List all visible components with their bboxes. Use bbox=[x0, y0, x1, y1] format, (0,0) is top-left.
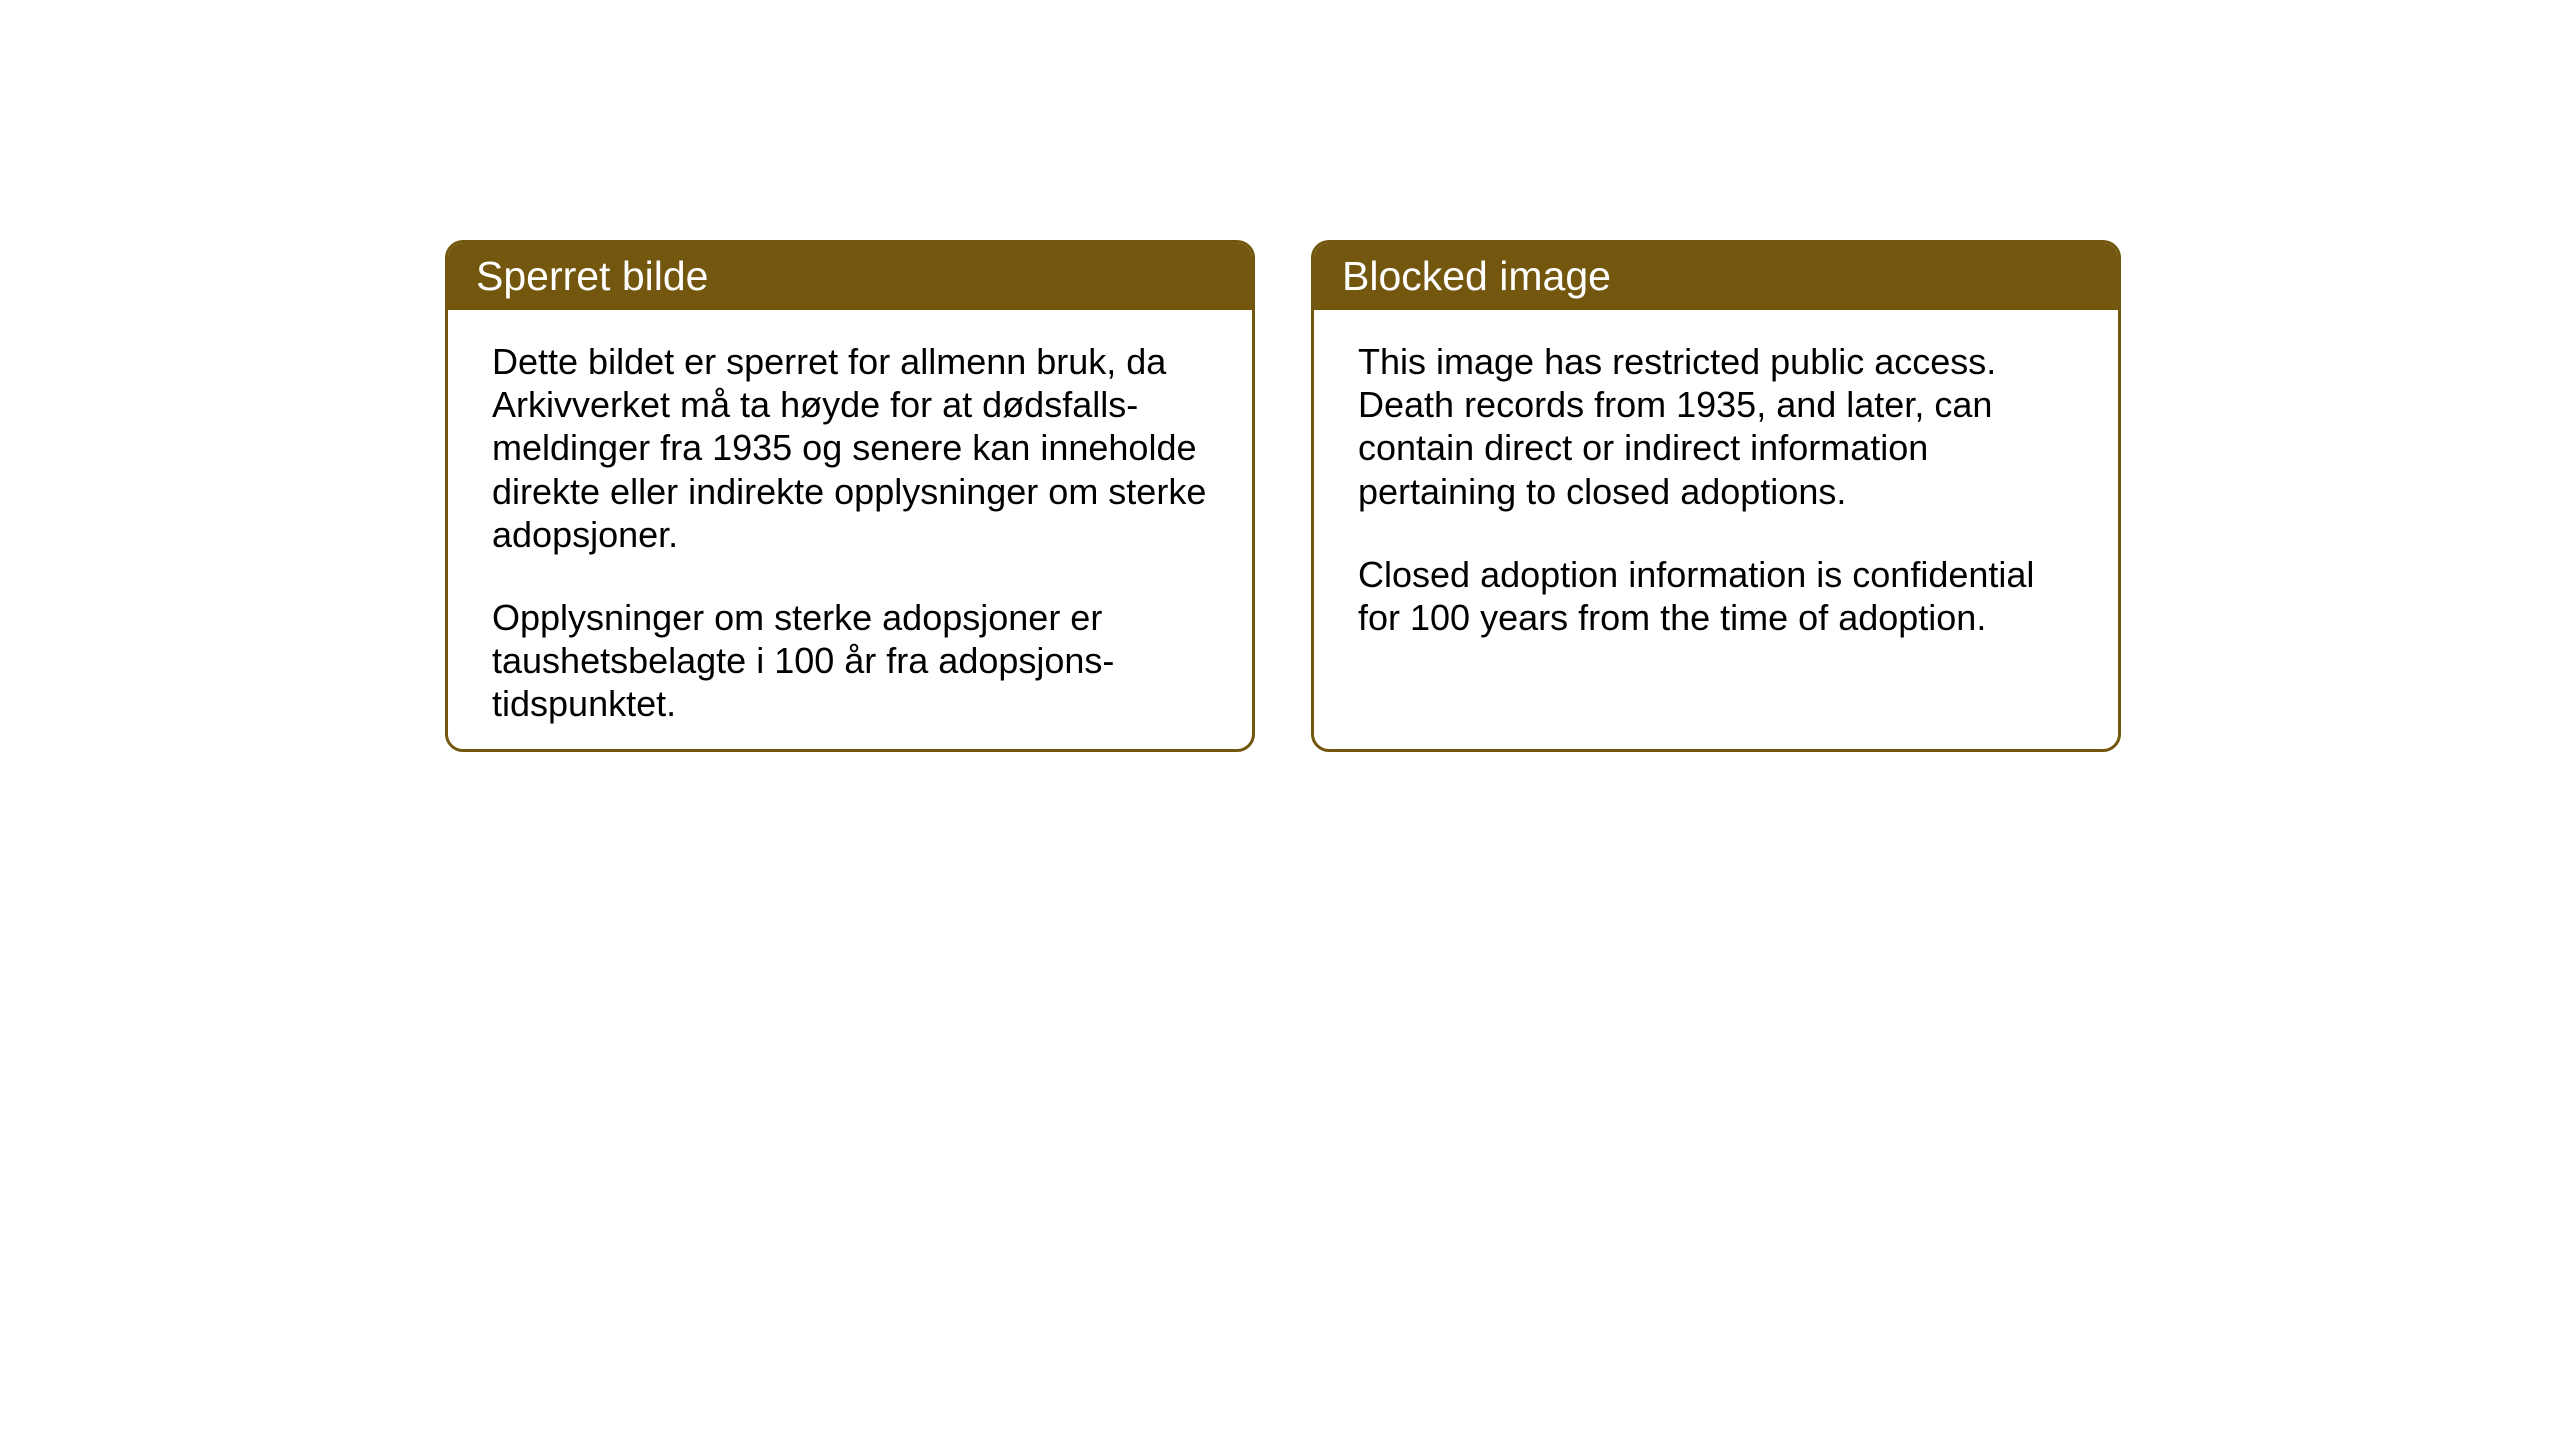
notice-paragraph1-english: This image has restricted public access.… bbox=[1358, 340, 2074, 513]
notice-header-norwegian: Sperret bilde bbox=[448, 243, 1252, 310]
notice-paragraph2-norwegian: Opplysninger om sterke adopsjoner er tau… bbox=[492, 596, 1208, 726]
notice-paragraph1-norwegian: Dette bildet er sperret for allmenn bruk… bbox=[492, 340, 1208, 556]
notice-header-english: Blocked image bbox=[1314, 243, 2118, 310]
notice-body-norwegian: Dette bildet er sperret for allmenn bruk… bbox=[448, 310, 1252, 752]
notice-paragraph2-english: Closed adoption information is confident… bbox=[1358, 553, 2074, 639]
notice-body-english: This image has restricted public access.… bbox=[1314, 310, 2118, 669]
notice-card-norwegian: Sperret bilde Dette bildet er sperret fo… bbox=[445, 240, 1255, 752]
notice-title-english: Blocked image bbox=[1342, 253, 1611, 299]
notice-card-english: Blocked image This image has restricted … bbox=[1311, 240, 2121, 752]
notice-container: Sperret bilde Dette bildet er sperret fo… bbox=[445, 240, 2121, 752]
notice-title-norwegian: Sperret bilde bbox=[476, 253, 708, 299]
